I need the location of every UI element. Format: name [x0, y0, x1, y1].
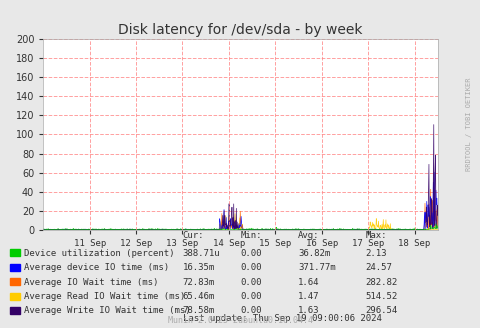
Text: Munin 2.0.25-2ubuntu0.16.04.4: Munin 2.0.25-2ubuntu0.16.04.4 [168, 316, 312, 325]
Text: Average device IO time (ms): Average device IO time (ms) [24, 263, 169, 272]
Text: Average Read IO Wait time (ms): Average Read IO Wait time (ms) [24, 292, 185, 301]
Text: RRDTOOL / TOBI OETIKER: RRDTOOL / TOBI OETIKER [465, 78, 471, 172]
Text: Avg:: Avg: [298, 231, 319, 240]
Text: 371.77m: 371.77m [298, 263, 335, 272]
Text: 24.57: 24.57 [365, 263, 392, 272]
Text: 0.00: 0.00 [240, 306, 262, 316]
Text: 0.00: 0.00 [240, 263, 262, 272]
Text: 16.35m: 16.35m [182, 263, 215, 272]
Text: 1.64: 1.64 [298, 277, 319, 287]
Text: 0.00: 0.00 [240, 277, 262, 287]
Text: Last update: Thu Sep 19 09:00:06 2024: Last update: Thu Sep 19 09:00:06 2024 [182, 314, 381, 323]
Text: 72.83m: 72.83m [182, 277, 215, 287]
Text: Max:: Max: [365, 231, 386, 240]
Text: 1.47: 1.47 [298, 292, 319, 301]
Text: 0.00: 0.00 [240, 292, 262, 301]
Text: 2.13: 2.13 [365, 249, 386, 258]
Title: Disk latency for /dev/sda - by week: Disk latency for /dev/sda - by week [118, 23, 362, 37]
Text: 65.46m: 65.46m [182, 292, 215, 301]
Text: 36.82m: 36.82m [298, 249, 330, 258]
Text: Average Write IO Wait time (ms): Average Write IO Wait time (ms) [24, 306, 190, 316]
Text: Average IO Wait time (ms): Average IO Wait time (ms) [24, 277, 158, 287]
Text: 78.58m: 78.58m [182, 306, 215, 316]
Text: 1.63: 1.63 [298, 306, 319, 316]
Text: 514.52: 514.52 [365, 292, 397, 301]
Text: 0.00: 0.00 [240, 249, 262, 258]
Text: 388.71u: 388.71u [182, 249, 220, 258]
Text: Min:: Min: [240, 231, 262, 240]
Text: 296.54: 296.54 [365, 306, 397, 316]
Text: Cur:: Cur: [182, 231, 204, 240]
Text: Device utilization (percent): Device utilization (percent) [24, 249, 174, 258]
Text: 282.82: 282.82 [365, 277, 397, 287]
